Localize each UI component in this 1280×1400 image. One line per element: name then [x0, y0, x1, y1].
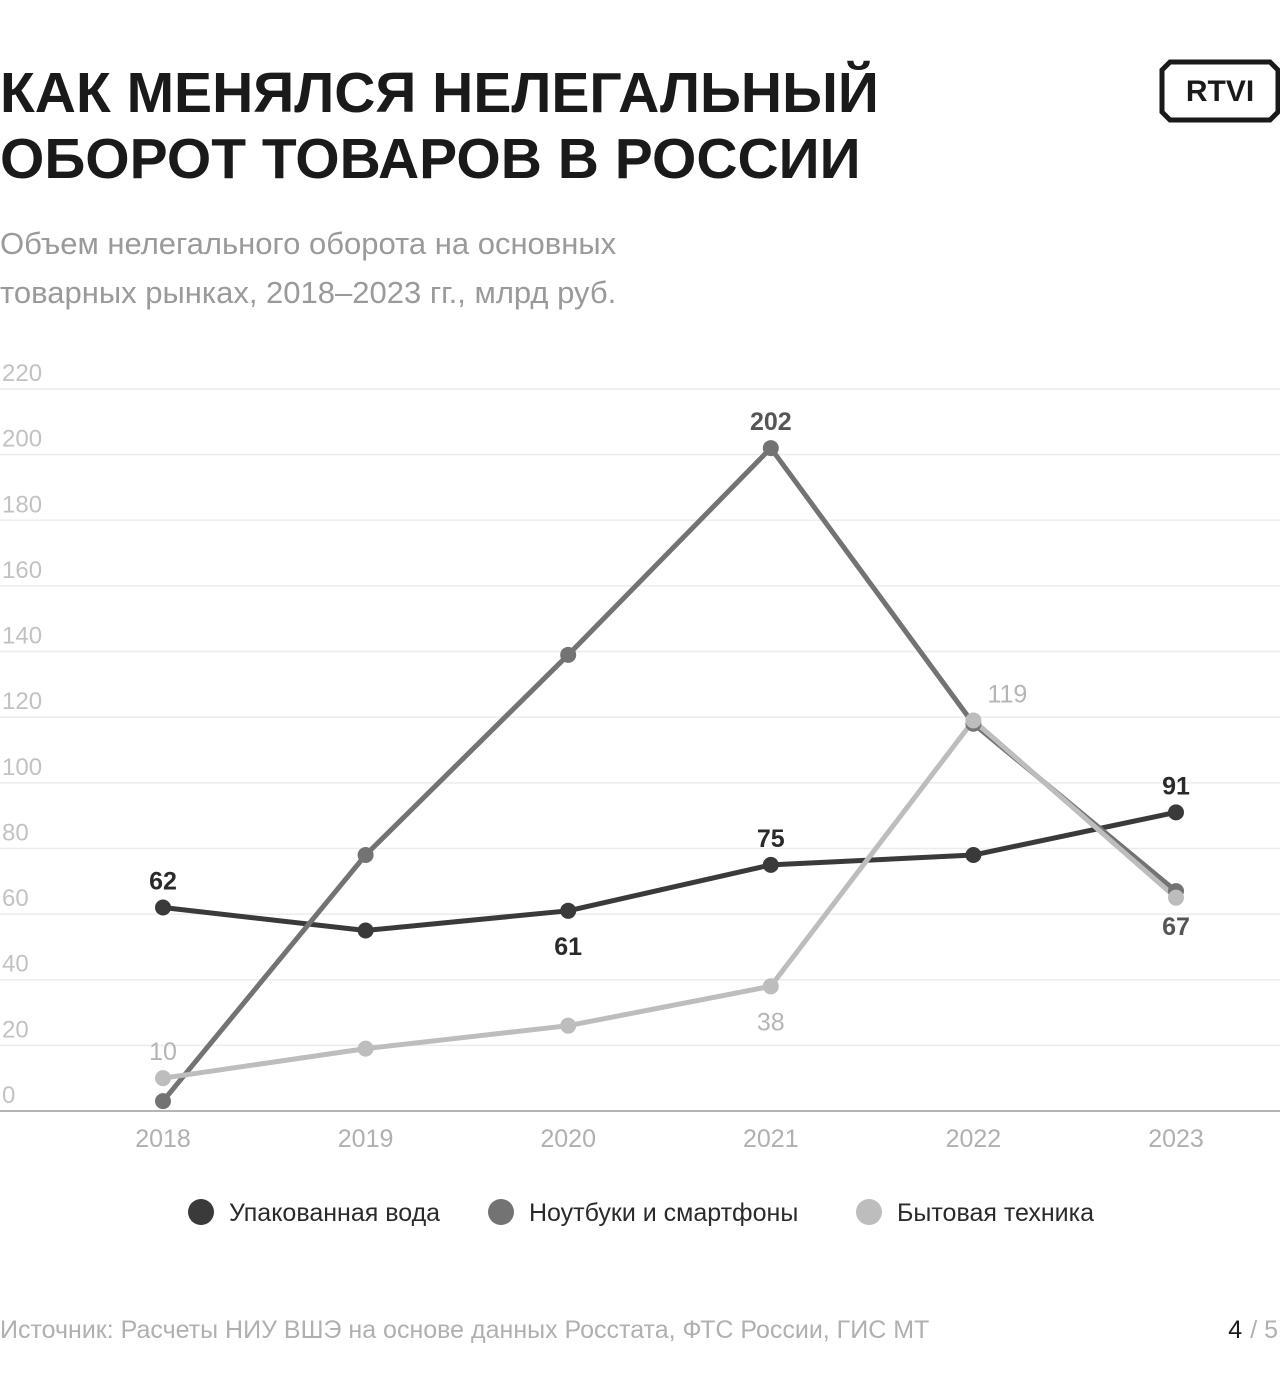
- y-tick-label: 160: [2, 557, 42, 584]
- data-point: [1168, 889, 1184, 906]
- legend-marker: [856, 1199, 882, 1225]
- data-point: [357, 847, 374, 864]
- x-tick-label: 2023: [1148, 1125, 1204, 1153]
- y-tick-label: 220: [2, 360, 42, 387]
- legend-label: Упакованная вода: [229, 1199, 440, 1227]
- logo: RTVI: [1159, 59, 1280, 123]
- y-tick-label: 140: [2, 623, 42, 650]
- data-label: 38: [757, 1008, 785, 1036]
- legend-label: Ноутбуки и смартфоны: [529, 1199, 798, 1227]
- data-point: [155, 1093, 171, 1110]
- legend-marker: [188, 1199, 214, 1225]
- x-tick-label: 2022: [946, 1125, 1002, 1153]
- data-label: 61: [554, 933, 582, 961]
- data-point: [762, 440, 779, 457]
- title-line: КАК МЕНЯЛСЯ НЕЛЕГАЛЬНЫЙ: [0, 60, 879, 125]
- x-tick-label: 2020: [540, 1125, 596, 1153]
- legend-marker: [488, 1199, 514, 1225]
- data-label: 10: [149, 1038, 177, 1066]
- legend-label: Бытовая техника: [897, 1199, 1094, 1227]
- data-point: [560, 902, 577, 919]
- series-line: [162, 717, 1178, 1081]
- logo-frame: [1159, 59, 1280, 123]
- data-label: 119: [987, 680, 1027, 708]
- data-point: [1168, 804, 1184, 821]
- y-tick-label: 80: [2, 819, 29, 846]
- x-tick-label: 2018: [135, 1125, 191, 1153]
- data-point: [357, 1040, 374, 1057]
- data-point: [560, 646, 577, 663]
- page-current: 4: [1228, 1316, 1242, 1344]
- title-line: ОБОРОТ ТОВАРОВ В РОССИИ: [0, 127, 861, 191]
- x-tick-label: 2021: [743, 1125, 799, 1153]
- data-point: [965, 847, 982, 864]
- page-total: / 5: [1250, 1316, 1278, 1344]
- data-label: 62: [149, 868, 177, 896]
- data-point: [965, 712, 982, 729]
- source: Источник: Расчеты НИУ ВШЭ на основе данн…: [0, 1316, 929, 1344]
- data-label: 202: [750, 408, 792, 436]
- logo-text: RTVI: [1186, 75, 1254, 108]
- data-label: 75: [757, 825, 785, 853]
- y-tick-label: 40: [2, 951, 29, 978]
- y-tick-label: 100: [2, 754, 42, 781]
- data-point: [357, 922, 374, 939]
- data-label: 67: [1162, 913, 1190, 941]
- subtitle-line: товарных рынках, 2018–2023 гг., млрд руб…: [0, 275, 616, 310]
- y-tick-label: 0: [2, 1082, 15, 1109]
- data-point: [155, 899, 171, 916]
- data-point: [155, 1070, 171, 1087]
- y-tick-label: 20: [2, 1016, 29, 1043]
- x-tick-label: 2019: [338, 1125, 394, 1153]
- y-tick-label: 200: [2, 426, 42, 453]
- series-line: [161, 445, 1178, 1103]
- data-point: [762, 856, 779, 873]
- data-point: [762, 978, 779, 995]
- series-line: [162, 809, 1177, 933]
- subtitle-line: Объем нелегального оборота на основных: [0, 226, 617, 261]
- data-label: 91: [1162, 772, 1190, 800]
- y-tick-label: 120: [2, 688, 42, 715]
- data-point: [560, 1017, 577, 1034]
- y-tick-label: 180: [2, 491, 42, 518]
- pagination: 4 / 5: [1228, 1316, 1278, 1344]
- y-tick-label: 60: [2, 885, 29, 912]
